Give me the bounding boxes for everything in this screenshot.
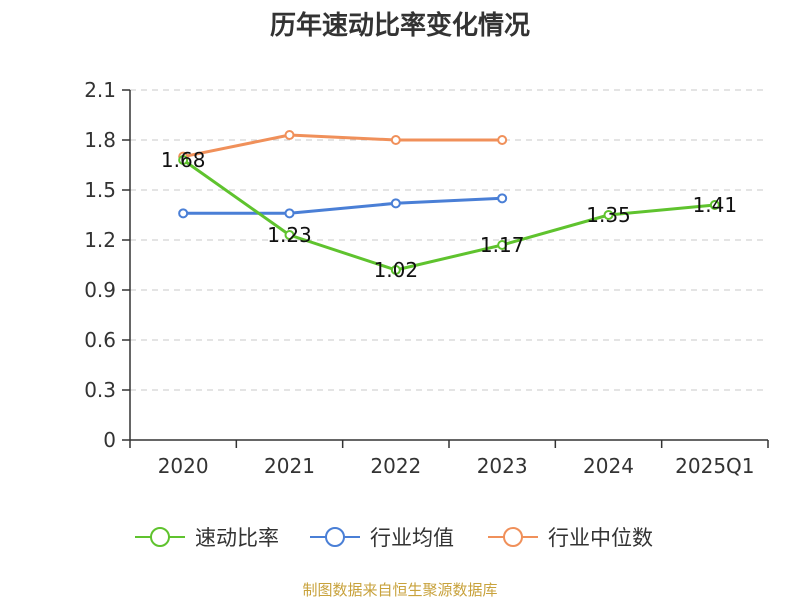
data-label-1: 1.23 [267, 223, 312, 247]
y-tick-label-7: 2.1 [84, 78, 116, 102]
legend-swatch-marker-1 [325, 527, 345, 547]
chart-title: 历年速动比率变化情况 [270, 10, 530, 41]
legend-swatch-marker-0 [150, 527, 170, 547]
x-tick-label-5: 2025Q1 [675, 454, 754, 478]
point-s0-0[interactable] [178, 155, 189, 165]
point-s1-1[interactable] [284, 208, 295, 219]
point-s2-3[interactable] [497, 135, 508, 145]
legend-item-1[interactable]: 行业均值 [310, 526, 454, 550]
data-label-0: 1.68 [161, 148, 206, 172]
source-note: 制图数据来自恒生聚源数据库 [302, 581, 497, 599]
x-tick-label-3: 2023 [477, 454, 528, 478]
legend-swatch-marker-2 [503, 527, 523, 547]
point-s0-5[interactable] [709, 200, 720, 210]
series-layer [178, 130, 720, 275]
y-tick-label-1: 0.3 [84, 378, 116, 402]
point-s0-1[interactable] [284, 230, 295, 240]
legend-item-0[interactable]: 速动比率 [135, 526, 279, 550]
point-s0-2[interactable] [390, 265, 401, 275]
legend[interactable]: 速动比率 行业均值 行业中位数 [135, 526, 653, 550]
data-label-5: 1.41 [693, 193, 738, 217]
point-s1-2[interactable] [390, 198, 401, 209]
y-tick-label-4: 1.2 [84, 228, 116, 252]
y-tick-label-5: 1.5 [84, 178, 116, 202]
data-label-4: 1.35 [586, 203, 631, 227]
point-s1-0[interactable] [178, 208, 189, 219]
y-tick-label-0: 0 [103, 428, 116, 452]
x-tick-label-2: 2022 [370, 454, 421, 478]
data-label-2: 1.02 [374, 258, 419, 282]
legend-label-0: 速动比率 [195, 526, 279, 550]
legend-item-2[interactable]: 行业中位数 [488, 526, 653, 550]
legend-label-2: 行业中位数 [548, 526, 653, 550]
data-labels: 1.68 1.23 1.02 1.17 1.35 1.41 [161, 148, 737, 282]
point-s0-3[interactable] [497, 240, 508, 250]
point-s2-2[interactable] [390, 135, 401, 145]
point-s2-1[interactable] [284, 130, 295, 140]
grid [130, 89, 768, 391]
legend-label-1: 行业均值 [370, 526, 454, 550]
x-tick-label-0: 2020 [158, 454, 209, 478]
y-tick-label-3: 0.9 [84, 278, 116, 302]
series-line-0 [182, 158, 715, 272]
data-label-3: 1.17 [480, 233, 525, 257]
x-tick-label-1: 2021 [264, 454, 315, 478]
series-line-2 [182, 133, 503, 159]
axes: 0 0.3 0.6 0.9 1.2 1.5 1.8 2.1 2020 2021 2022 2023 20… [84, 78, 769, 478]
x-tick-label-4: 2024 [583, 454, 634, 478]
y-tick-label-2: 0.6 [84, 328, 116, 352]
series-line-1 [183, 196, 503, 215]
y-tick-label-6: 1.8 [84, 128, 116, 152]
point-s1-3[interactable] [497, 193, 508, 204]
point-s0-4[interactable] [603, 210, 614, 220]
